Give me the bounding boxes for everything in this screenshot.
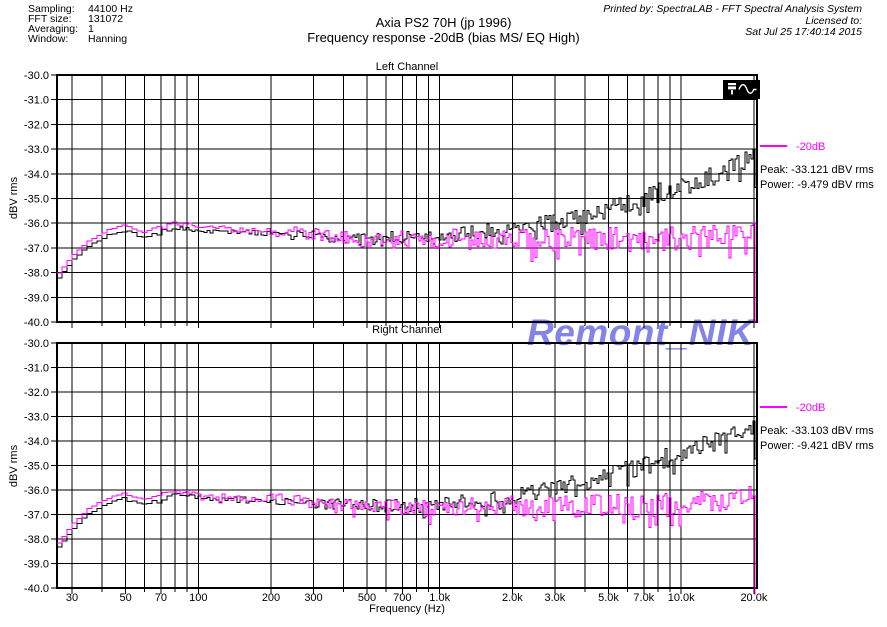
peak-value: Peak: -33.121 dBV rms — [760, 164, 874, 176]
chart-left-channel: -30.0 -31.0 -32.0 -33.0 -34.0 -35.0 -36.0 -37.0… — [24, 70, 758, 329]
y-tick-label: -40.0 — [24, 583, 49, 595]
y-tick-label: -31.0 — [24, 363, 49, 375]
x-tick-label: 70 — [155, 592, 167, 604]
averaging-value: 1 — [88, 23, 94, 35]
analysis-settings: Sampling: 44100 Hz FFT size: 131072 Averag… — [28, 3, 133, 45]
title-line-1: Axia PS2 70H (jp 1996) — [375, 15, 512, 30]
watermark: Remont_NIK — [527, 312, 755, 353]
y-tick-label: -32.0 — [24, 387, 49, 399]
x-tick-label: 100 — [189, 592, 207, 604]
fft-size-value: 131072 — [88, 13, 124, 25]
title-line-2: Frequency response -20dB (bias MS/ EQ Hi… — [307, 30, 580, 45]
pin-icon — [728, 83, 736, 95]
fft-size-label: FFT size: — [28, 13, 72, 25]
trace-measured-response — [57, 420, 757, 548]
y-tick-label: -34.0 — [24, 436, 49, 448]
window-label: Window: — [28, 33, 69, 45]
printed-by-block: Printed by: SpectraLAB - FFT Spectral An… — [603, 3, 862, 39]
right-channel-title: Right Channel — [372, 324, 442, 336]
legend-label: -20dB — [796, 402, 826, 414]
printed-by: Printed by: SpectraLAB - FFT Spectral An… — [603, 3, 862, 15]
y-tick-label: -31.0 — [24, 95, 49, 107]
x-tick-label: 500 — [358, 592, 376, 604]
y-tick-label: -32.0 — [24, 119, 49, 131]
y-tick-label: -33.0 — [24, 144, 49, 156]
sampling-label: Sampling: — [28, 3, 75, 15]
legend-line-swatch — [760, 406, 787, 408]
peak-value: Peak: -33.103 dBV rms — [760, 425, 874, 437]
legend-right-channel: -20dB — [760, 402, 825, 414]
x-tick-label: 200 — [262, 592, 280, 604]
x-tick-label: 50 — [119, 592, 131, 604]
trace-measured-response — [57, 149, 757, 279]
sampling-value: 44100 Hz — [88, 3, 133, 15]
legend-left-channel: -20dB — [760, 141, 825, 153]
power-value: Power: -9.479 dBV rms — [760, 179, 874, 191]
x-tick-label: 20.0k — [740, 592, 767, 604]
y-tick-label: -34.0 — [24, 169, 49, 181]
x-tick-label: 3.0k — [545, 592, 566, 604]
y-tick-label: -33.0 — [24, 412, 49, 424]
plot-border — [56, 342, 758, 589]
y-tick-label: -30.0 — [24, 338, 49, 350]
y-axis-label-left-channel: dBV rms — [8, 176, 20, 220]
licensed-to: Licensed to: — [805, 14, 862, 27]
y-tick-label: -36.0 — [24, 485, 49, 497]
x-tick-label: 300 — [304, 592, 322, 604]
y-tick-label: -39.0 — [24, 559, 49, 571]
sine-wave-icon — [738, 83, 757, 94]
y-tick-label: -35.0 — [24, 461, 49, 473]
x-tick-label: 7.0k — [633, 592, 654, 604]
y-tick-label: -37.0 — [24, 243, 49, 255]
y-tick-label: -38.0 — [24, 268, 49, 280]
y-tick-label: -37.0 — [24, 510, 49, 522]
x-axis-label: Frequency (Hz) — [369, 603, 445, 615]
y-tick-label: -40.0 — [24, 317, 49, 329]
stats-right-channel: Peak: -33.103 dBV rms Power: -9.421 dBV … — [760, 424, 874, 454]
y-tick-label: -30.0 — [24, 70, 49, 82]
report-title: Axia PS2 70H (jp 1996) Frequency respons… — [0, 15, 887, 45]
y-tick-label: -38.0 — [24, 534, 49, 546]
x-tick-label: 10.0k — [668, 592, 695, 604]
stats-left-channel: Peak: -33.121 dBV rms Power: -9.479 dBV … — [760, 163, 874, 193]
y-tick-label: -39.0 — [24, 292, 49, 304]
x-tick-label: 30 — [66, 592, 78, 604]
plot-border — [56, 74, 758, 323]
left-channel-title: Left Channel — [375, 61, 439, 73]
y-axis-label-right-channel: dBV rms — [8, 444, 20, 488]
chart-right-channel: -30.0 -31.0 -32.0 -33.0 -34.0 -35.0 -36.0 -37.0… — [24, 338, 768, 604]
pin-and-sine-wave-icon — [723, 80, 760, 99]
window-value: Hanning — [88, 33, 128, 45]
legend-label: -20dB — [796, 141, 826, 153]
x-tick-label: 5.0k — [598, 592, 619, 604]
power-value: Power: -9.421 dBV rms — [760, 440, 874, 452]
trace-reference--20dB — [57, 486, 756, 595]
y-tick-label: -35.0 — [24, 194, 49, 206]
print-timestamp: Sat Jul 25 17:40:14 2015 — [745, 26, 862, 38]
x-tick-label: 700 — [393, 592, 411, 604]
traces — [57, 149, 757, 323]
averaging-label: Averaging: — [28, 23, 79, 35]
trace-reference--20dB — [57, 221, 756, 323]
x-tick-label: 1.0k — [429, 592, 450, 604]
x-tick-label: 2.0k — [502, 592, 523, 604]
legend-line-swatch — [760, 145, 787, 147]
traces — [57, 420, 757, 595]
y-tick-label: -36.0 — [24, 218, 49, 230]
